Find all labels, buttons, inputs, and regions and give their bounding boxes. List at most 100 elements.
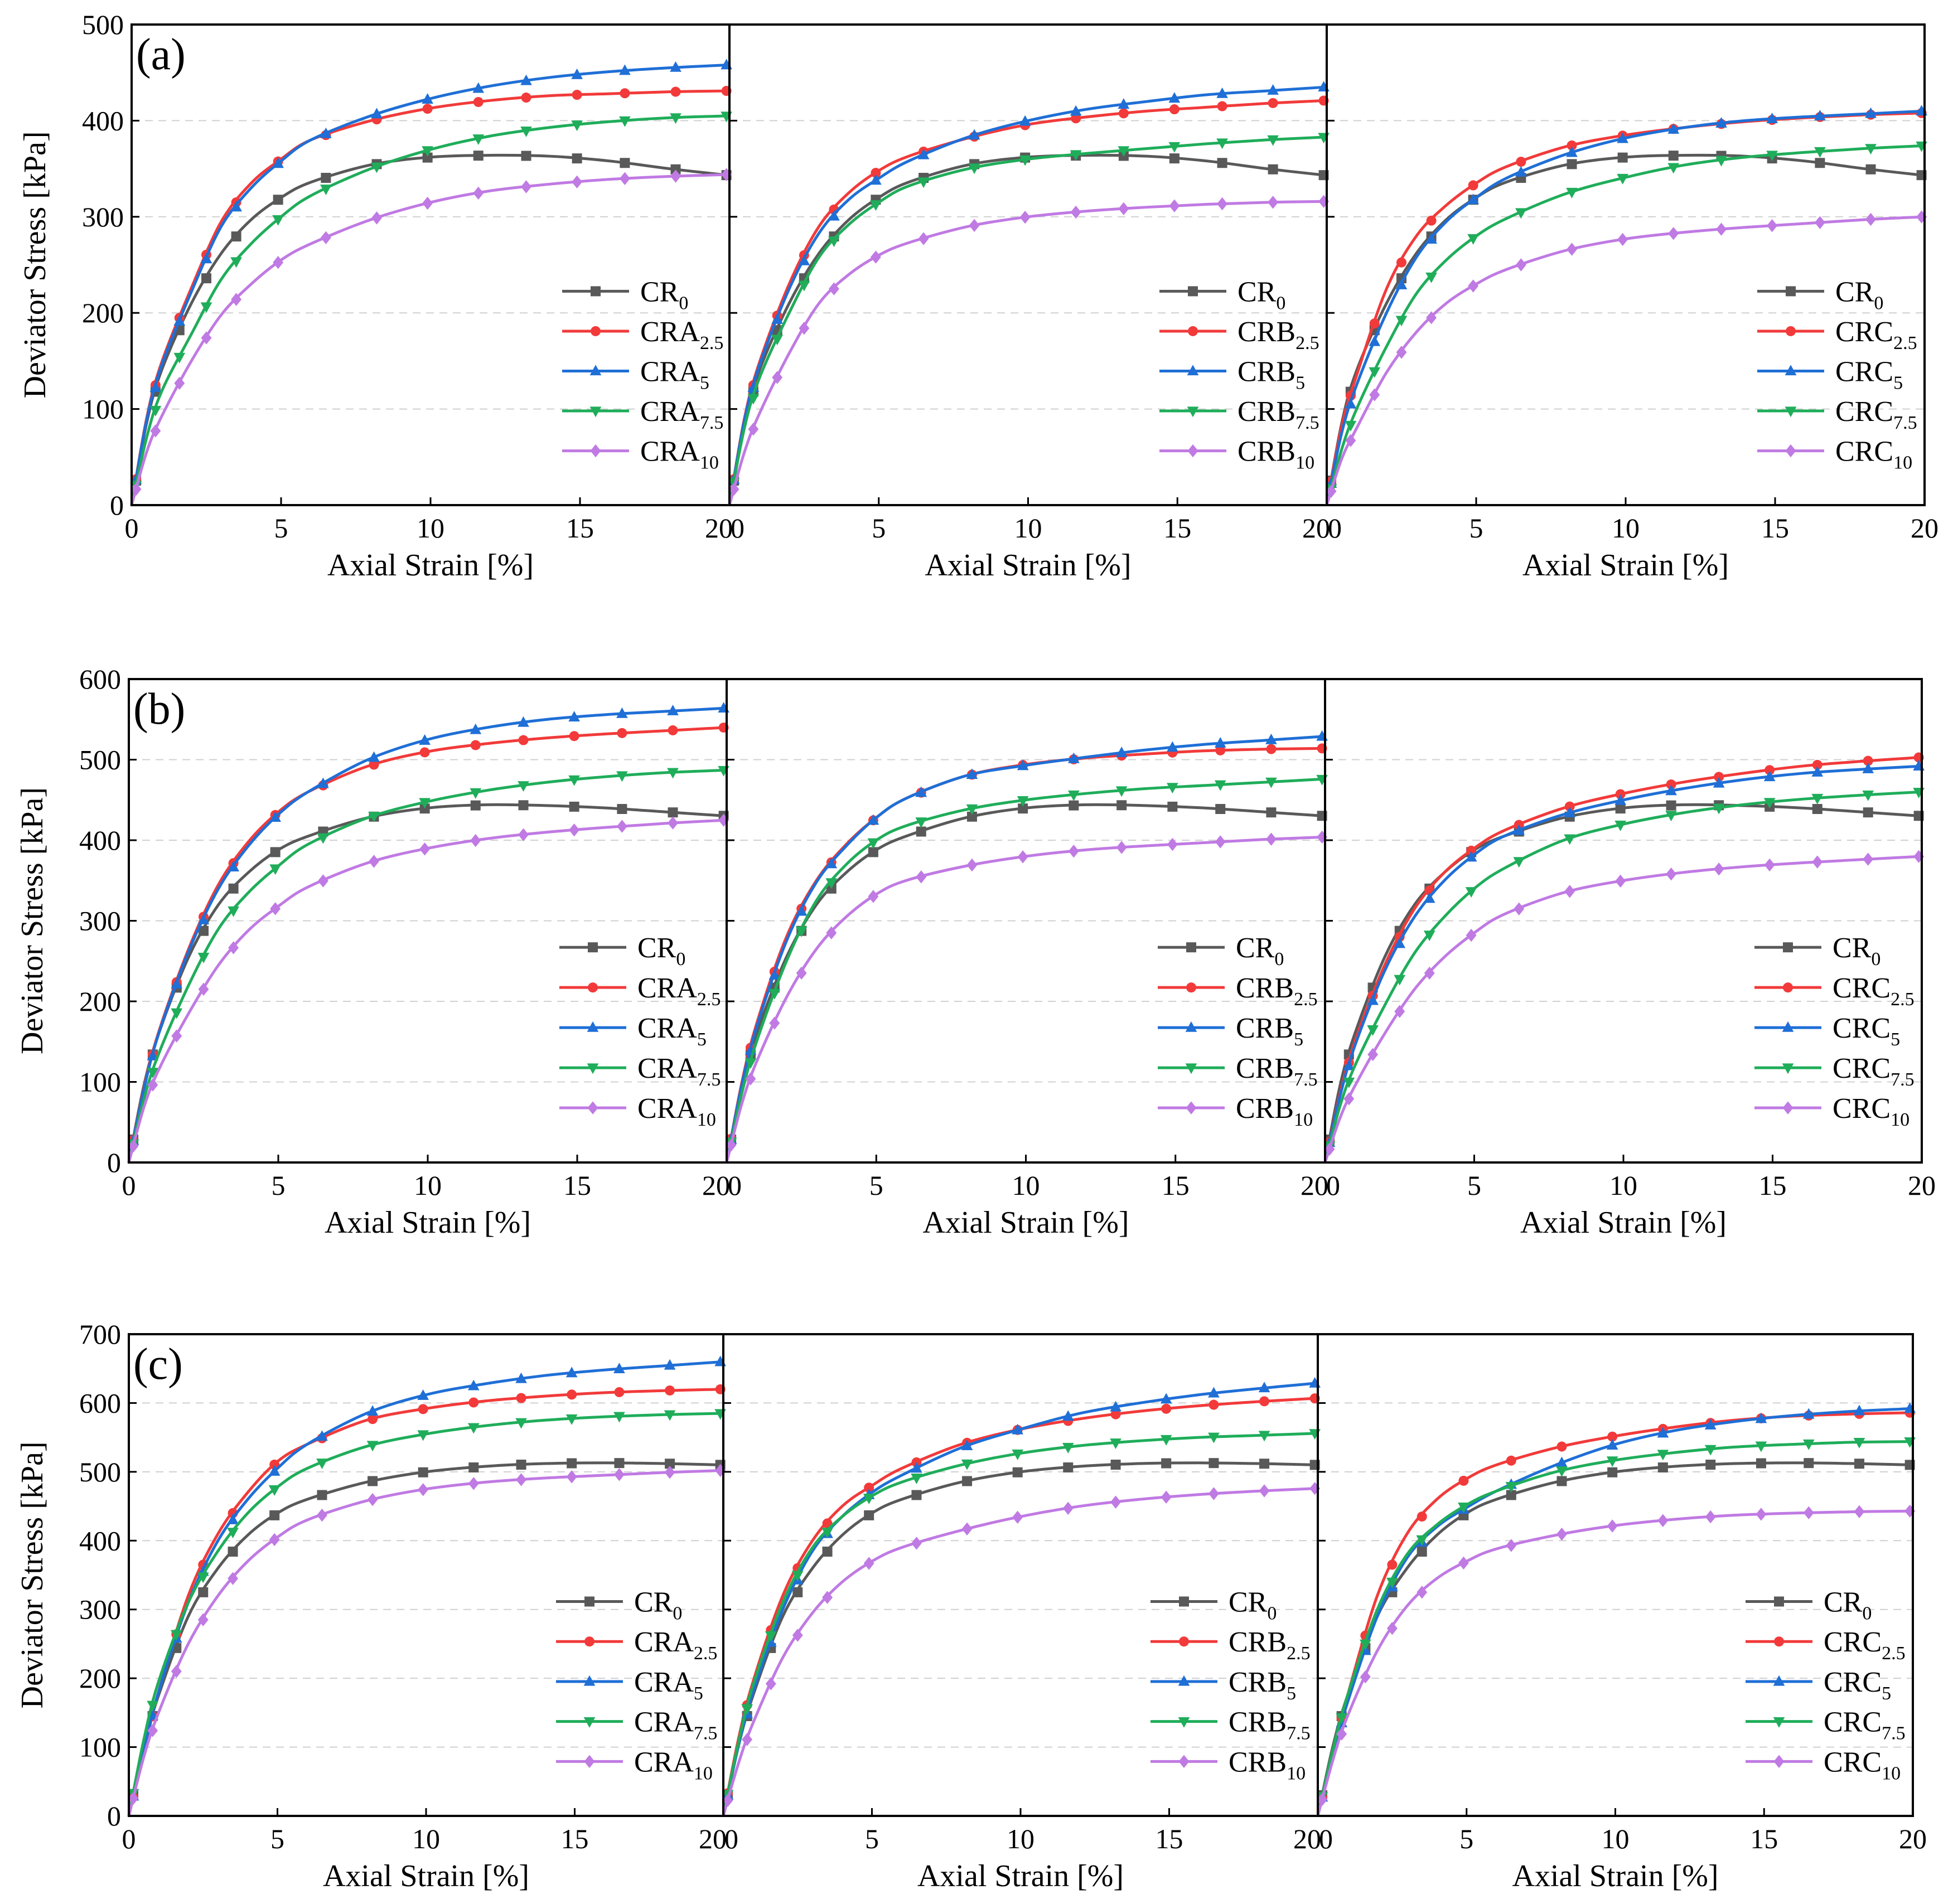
legend-name: CR bbox=[1835, 276, 1874, 308]
data-point bbox=[867, 838, 879, 849]
data-point bbox=[1017, 796, 1029, 807]
legend-marker bbox=[1186, 1101, 1197, 1115]
data-point bbox=[1360, 1639, 1371, 1650]
legend-label: CRB5 bbox=[1237, 356, 1305, 394]
legend-label: CRC2.5 bbox=[1833, 972, 1915, 1010]
x-tick-label: 0 bbox=[122, 1170, 136, 1201]
legend-marker bbox=[589, 406, 602, 418]
data-point bbox=[521, 180, 531, 193]
data-point bbox=[1394, 975, 1406, 986]
data-point bbox=[171, 1665, 182, 1678]
series-CRC-5 bbox=[1325, 105, 1927, 506]
legend-item: CR0 bbox=[559, 932, 685, 970]
data-point bbox=[1657, 1450, 1669, 1461]
legend-item: CRC7.5 bbox=[1754, 1053, 1915, 1090]
data-point bbox=[799, 322, 810, 335]
legend-marker bbox=[587, 1101, 598, 1115]
data-point bbox=[1169, 153, 1179, 164]
data-point bbox=[147, 1724, 158, 1737]
legend-name: CRA bbox=[640, 316, 700, 348]
data-point bbox=[1268, 196, 1279, 209]
data-point bbox=[572, 175, 583, 189]
data-point bbox=[1458, 1475, 1469, 1486]
data-point bbox=[1556, 1466, 1568, 1477]
x-tick-label: 15 bbox=[563, 1170, 591, 1201]
legend-subscript: 10 bbox=[700, 453, 719, 473]
legend-item: CR0 bbox=[1158, 932, 1284, 970]
data-point bbox=[1466, 928, 1477, 942]
legend-subscript: 10 bbox=[1294, 1110, 1313, 1130]
data-point bbox=[1606, 1439, 1618, 1450]
legend-subscript: 5 bbox=[700, 373, 709, 394]
data-point bbox=[1369, 318, 1380, 329]
legend-marker bbox=[1783, 982, 1793, 993]
data-point bbox=[567, 1458, 577, 1469]
legend-subscript: 7.5 bbox=[1295, 413, 1319, 433]
data-point bbox=[320, 185, 332, 196]
legend-subscript: 2.5 bbox=[697, 989, 721, 1010]
data-point bbox=[1012, 1467, 1023, 1477]
legend-subscript: 10 bbox=[697, 1110, 716, 1130]
data-point bbox=[1615, 874, 1626, 888]
legend-item: CRC2.5 bbox=[1754, 972, 1915, 1010]
legend-name: CR bbox=[640, 276, 679, 308]
data-point bbox=[1068, 844, 1079, 858]
data-point bbox=[620, 88, 630, 99]
legend-item: CRB10 bbox=[1159, 436, 1314, 473]
data-point bbox=[664, 1410, 676, 1421]
series-line bbox=[1323, 764, 1922, 1163]
series-line bbox=[127, 1360, 724, 1816]
data-point bbox=[569, 823, 580, 837]
legend-label: CRA10 bbox=[637, 1093, 716, 1130]
data-point bbox=[520, 127, 532, 137]
series-line bbox=[1323, 855, 1922, 1163]
data-point bbox=[422, 196, 433, 210]
legend-label: CRC5 bbox=[1835, 356, 1903, 394]
data-point bbox=[1208, 1399, 1219, 1410]
data-point bbox=[1070, 105, 1082, 116]
data-point bbox=[472, 134, 485, 146]
data-point bbox=[1161, 1458, 1172, 1469]
data-point bbox=[1863, 852, 1874, 866]
data-point bbox=[1815, 158, 1825, 168]
series-line bbox=[127, 768, 727, 1163]
data-point bbox=[1506, 1539, 1517, 1552]
data-point bbox=[670, 169, 681, 183]
data-point bbox=[368, 751, 380, 762]
data-point bbox=[1018, 803, 1028, 814]
legend-marker bbox=[1773, 1675, 1785, 1686]
series-CRC-10 bbox=[1323, 850, 1925, 1163]
legend-item: CRC7.5 bbox=[1757, 396, 1917, 433]
y-tick-label: 0 bbox=[107, 1147, 121, 1178]
legend-subscript: 7.5 bbox=[694, 1723, 718, 1744]
series-line bbox=[722, 1432, 1318, 1816]
data-point bbox=[1169, 104, 1179, 115]
data-point bbox=[1118, 108, 1129, 119]
series-CRA-5 bbox=[127, 702, 729, 1163]
x-tick-label: 10 bbox=[414, 1170, 442, 1201]
x-tick-label: 15 bbox=[1761, 512, 1789, 544]
series-line bbox=[1325, 109, 1925, 506]
data-point bbox=[572, 90, 582, 100]
legend-marker bbox=[1773, 1717, 1785, 1728]
legend-item: CR0 bbox=[1159, 276, 1285, 313]
data-point bbox=[1369, 388, 1380, 401]
legend-subscript: 2.5 bbox=[1882, 1643, 1906, 1664]
legend-marker bbox=[1187, 365, 1199, 376]
series-line bbox=[1323, 790, 1922, 1163]
legend-name: CRC bbox=[1824, 1746, 1882, 1778]
data-point bbox=[472, 82, 485, 93]
data-point bbox=[911, 1474, 922, 1484]
data-point bbox=[199, 926, 209, 936]
x-tick-label: 15 bbox=[1750, 1823, 1778, 1854]
data-point bbox=[1617, 132, 1628, 143]
data-point bbox=[422, 152, 433, 163]
data-point bbox=[1756, 1508, 1767, 1521]
data-point bbox=[742, 1733, 753, 1746]
data-point bbox=[1811, 766, 1824, 777]
data-point bbox=[911, 1462, 922, 1473]
series-line bbox=[722, 1486, 1318, 1816]
series-line bbox=[728, 153, 1327, 506]
legend-label: CR0 bbox=[1835, 276, 1883, 313]
